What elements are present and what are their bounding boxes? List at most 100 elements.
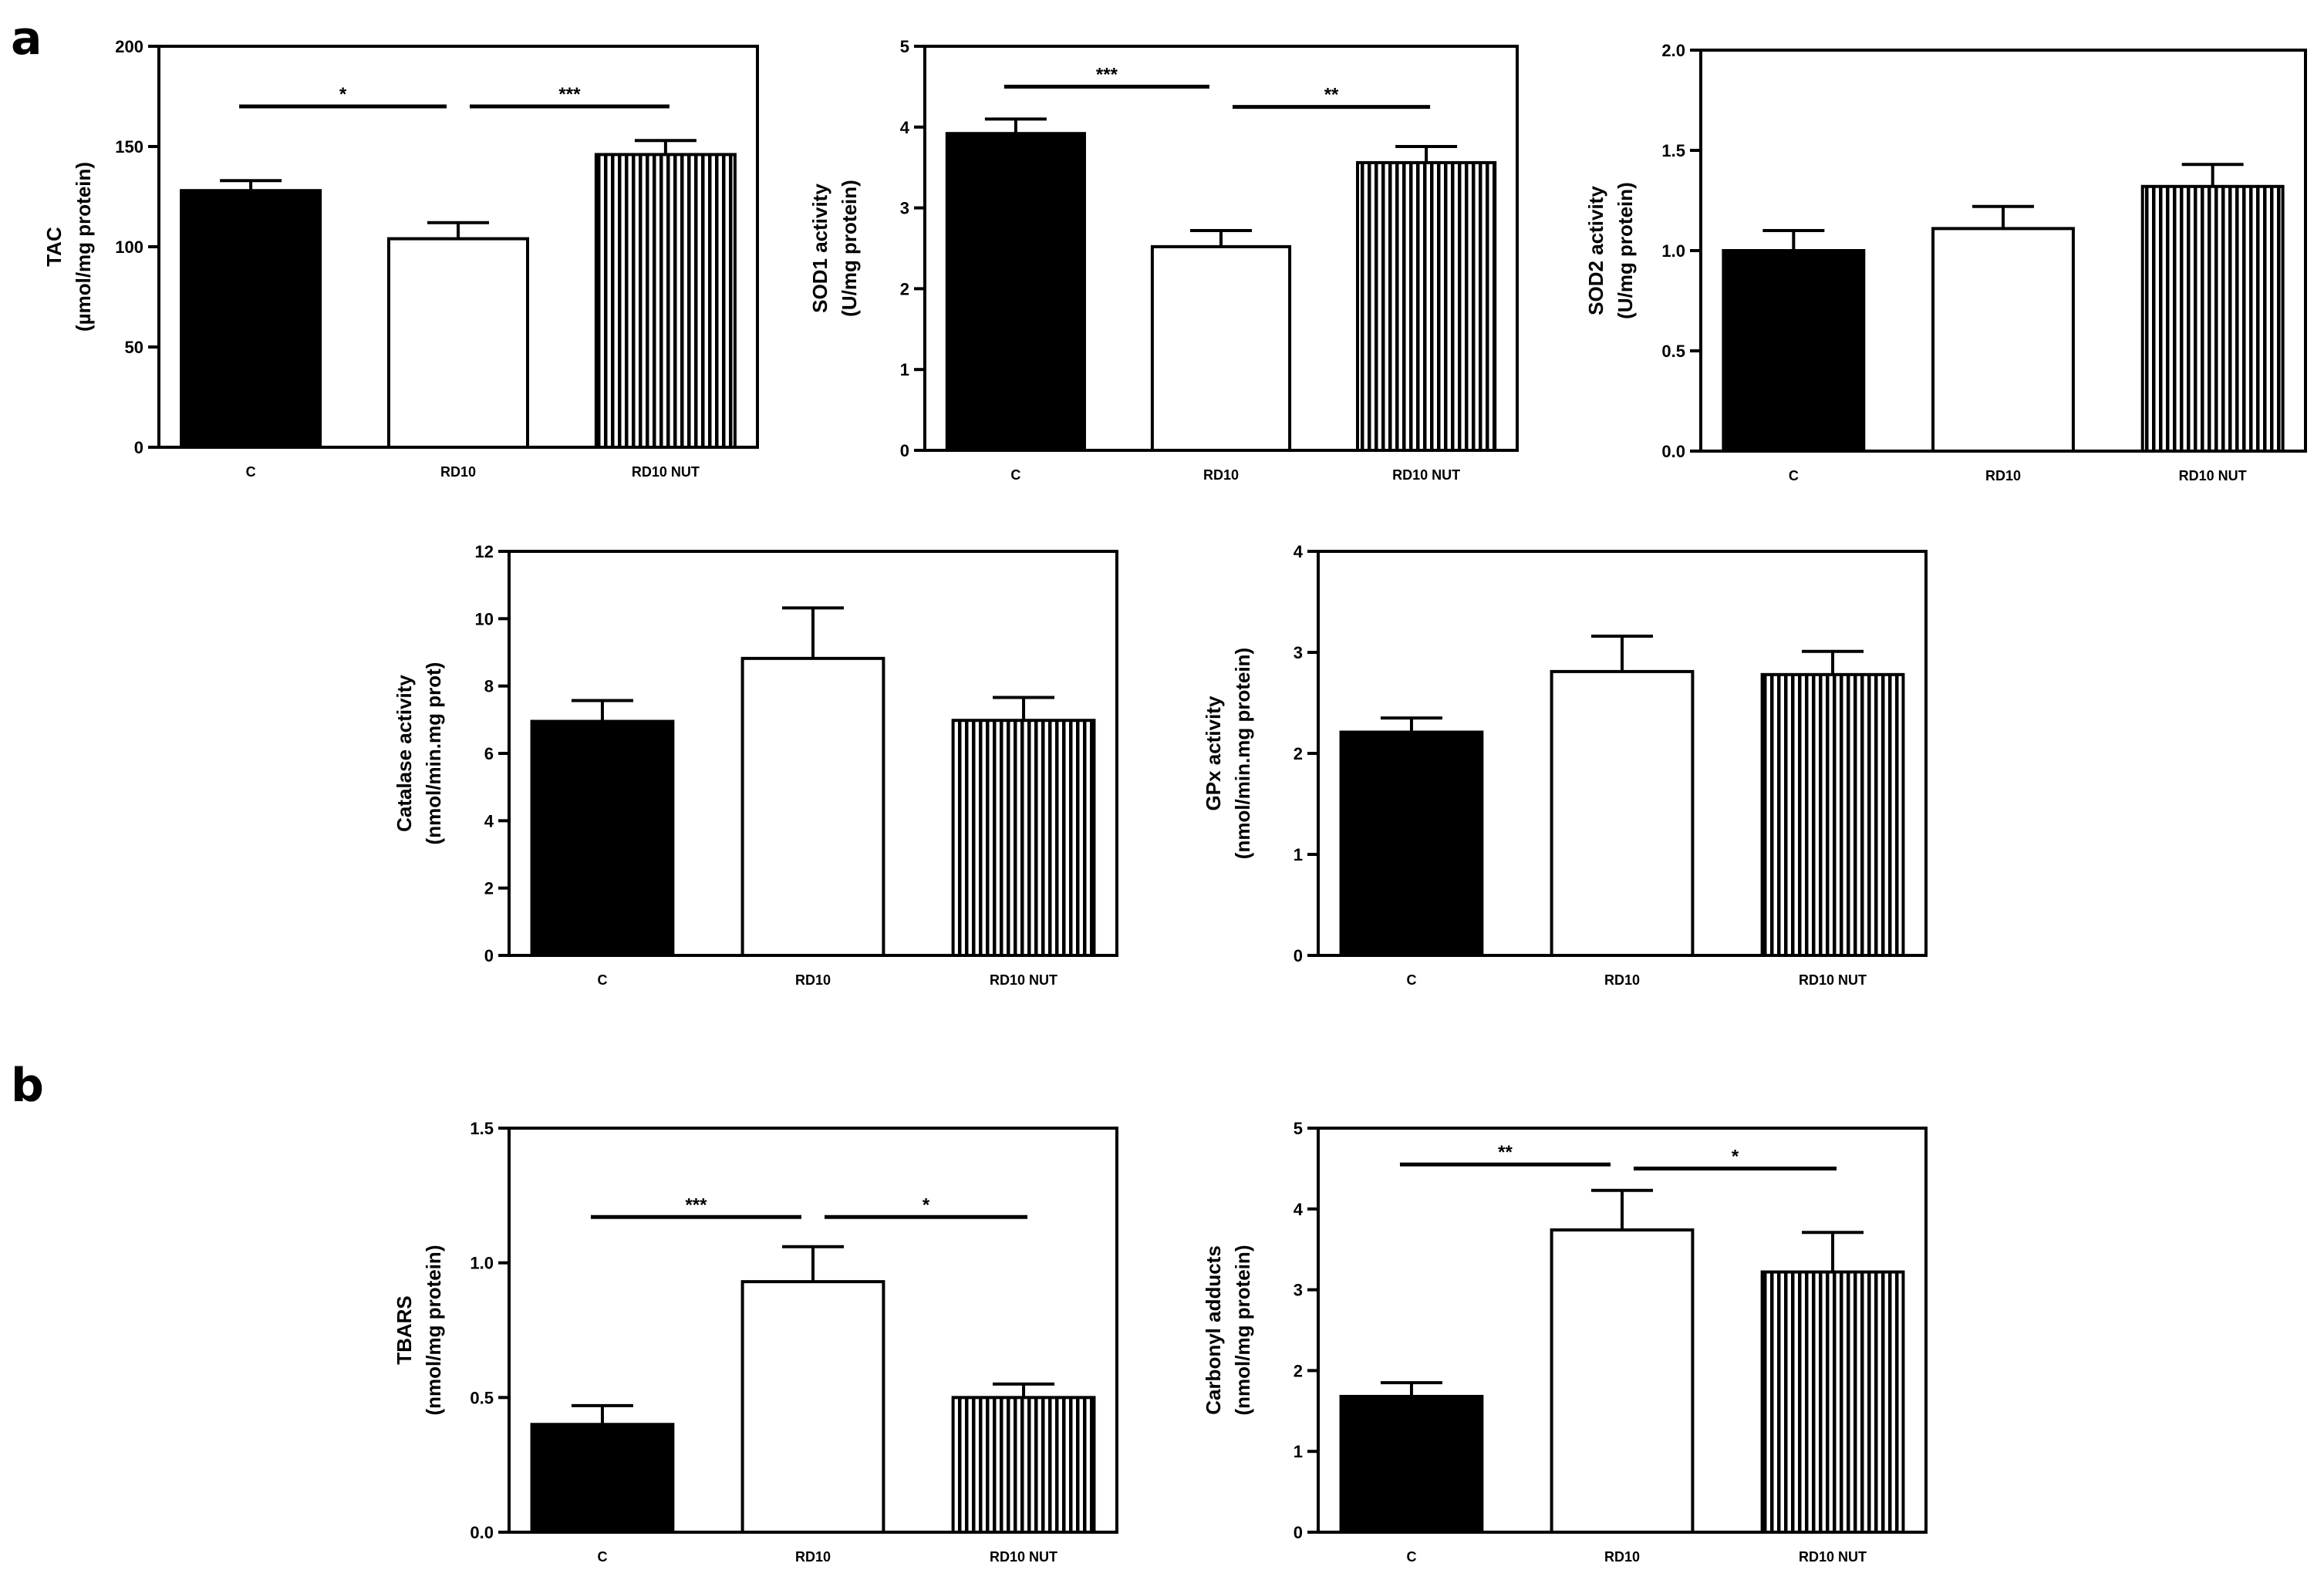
significance-label: * [923, 1194, 930, 1215]
y-axis-label-line: (µmol/mg protein) [72, 162, 95, 332]
y-axis-label: SOD1 activity (U/mg protein) [808, 180, 861, 317]
y-tick-label: 2 [1294, 1361, 1303, 1380]
error-bar-rd10-nut [1802, 649, 1864, 675]
error-bar-c [1762, 229, 1825, 251]
x-tick-label: C [1789, 468, 1799, 483]
bar-c [945, 132, 1086, 453]
y-axis-label-line: (nmol/min.mg prot) [422, 662, 445, 845]
bar-rd10 [1550, 1228, 1695, 1534]
y-axis-label-line: (nmol/min.mg protein) [1231, 648, 1254, 859]
error-bar-rd10-nut [2181, 163, 2244, 187]
chart-1: 0 50 100 150 200 TAC (µmol/mg protein) C RD10 RD1… [42, 37, 759, 480]
x-tick-label: RD10 NUT [1799, 1549, 1867, 1565]
significance-label: * [339, 84, 347, 105]
x-tick-label: RD10 [1203, 467, 1239, 483]
y-tick-label: 0 [900, 441, 909, 460]
bar-rd10-nut [1760, 672, 1905, 957]
y-tick-label: 100 [115, 238, 143, 257]
error-bar-rd10-nut [1802, 1231, 1864, 1272]
error-bar-c [571, 1403, 633, 1425]
bar-rd10-nut [1760, 1270, 1905, 1534]
y-tick-label: 1.5 [1661, 141, 1685, 160]
error-bar-rd10-nut [1395, 144, 1458, 163]
x-tick-label: RD10 NUT [632, 464, 700, 480]
bar-c [530, 719, 675, 957]
x-tick-label: RD10 [1604, 972, 1640, 988]
error-bar-rd10 [1591, 1188, 1653, 1231]
x-tick-label: RD10 NUT [990, 972, 1057, 988]
y-axis-label: Catalase activity (nmol/min.mg prot) [393, 662, 445, 845]
y-tick-label: 10 [475, 609, 494, 628]
x-tick-label: RD10 NUT [1799, 972, 1867, 988]
error-bar-c [1380, 1381, 1442, 1396]
error-bar-rd10 [1972, 204, 2034, 229]
significance-label: *** [685, 1194, 707, 1215]
y-axis-label-line: TBARS [393, 1295, 416, 1365]
y-tick-label: 2 [1294, 744, 1303, 763]
bar-rd10 [1150, 244, 1292, 452]
error-bar-c [1380, 716, 1442, 733]
error-bar-rd10-nut [993, 696, 1055, 721]
bar-c [1339, 1394, 1484, 1535]
bar-rd10 [386, 237, 530, 449]
y-tick-label: 2.0 [1661, 41, 1685, 60]
y-axis-label: TAC (µmol/mg protein) [42, 162, 95, 332]
y-axis-label: SOD2 activity (U/mg protein) [1584, 182, 1637, 319]
chart-4: 0 2 4 6 8 10 12 Catalase activity (nmol/min.mg p… [393, 542, 1118, 988]
significance-marker: ** [1233, 85, 1431, 109]
y-tick-label: 200 [115, 37, 143, 56]
y-axis-label: TBARS (nmol/mg protein) [393, 1245, 445, 1416]
bar-rd10 [740, 656, 885, 957]
x-tick-label: RD10 [795, 972, 831, 988]
y-axis-label-line: (U/mg protein) [838, 180, 861, 317]
bar-c [1339, 730, 1484, 957]
y-axis-label-line: TAC [42, 227, 66, 267]
y-tick-label: 0 [134, 438, 143, 457]
error-bar-rd10 [1591, 635, 1653, 672]
y-tick-label: 3 [1294, 643, 1303, 662]
y-tick-label: 1 [900, 360, 909, 379]
y-tick-label: 1.0 [470, 1254, 494, 1273]
error-bar-rd10 [427, 221, 489, 239]
y-axis-label: GPx activity (nmol/min.mg protein) [1202, 648, 1254, 859]
bar-c [1722, 249, 1866, 453]
chart-2: 0 1 2 3 4 5 SOD1 activity (U/mg protein) C RD10 RD… [808, 37, 1519, 483]
chart-3: 0.0 0.5 1.0 1.5 2.0 SOD2 activity (U/mg protei… [1584, 41, 2307, 483]
y-axis-label-line: (U/mg protein) [1614, 182, 1637, 319]
x-tick-label: RD10 NUT [2179, 468, 2247, 483]
error-bar-c [984, 117, 1047, 134]
y-tick-label: 4 [900, 118, 910, 137]
error-bar-c [571, 699, 633, 722]
y-tick-label: 0.5 [1661, 342, 1685, 361]
y-tick-label: 0 [1294, 1523, 1303, 1542]
error-bar-rd10 [782, 1245, 844, 1282]
y-tick-label: 150 [115, 137, 143, 157]
significance-marker: *** [1003, 64, 1209, 89]
y-tick-label: 5 [1294, 1119, 1303, 1138]
bar-rd10-nut [1356, 160, 1497, 453]
x-tick-label: RD10 NUT [1392, 467, 1460, 483]
error-bar-rd10-nut [634, 139, 697, 155]
y-tick-label: 0.0 [470, 1523, 494, 1542]
bar-rd10-nut [2140, 184, 2285, 453]
bar-rd10-nut [594, 153, 737, 449]
bar-rd10-nut [951, 719, 1096, 957]
significance-marker: *** [590, 1194, 801, 1219]
x-tick-label: RD10 NUT [990, 1549, 1057, 1565]
y-tick-label: 3 [900, 199, 909, 218]
chart-6: 0.0 0.5 1.0 1.5 TBARS (nmol/mg protein) C RD10 R… [393, 1119, 1118, 1565]
y-axis-label: Carbonyl adducts (nmol/mg protein) [1202, 1245, 1254, 1416]
y-axis-label-line: SOD1 activity [808, 184, 831, 313]
y-tick-label: 4 [484, 811, 494, 830]
bar-rd10 [1550, 669, 1695, 957]
y-tick-label: 0 [484, 946, 494, 965]
x-tick-label: C [597, 972, 607, 988]
y-axis-label-line: GPx activity [1202, 696, 1225, 810]
y-tick-label: 6 [484, 744, 494, 763]
bar-rd10-nut [951, 1396, 1096, 1535]
y-axis-label-line: Catalase activity [393, 675, 416, 832]
x-tick-label: C [597, 1549, 607, 1565]
y-tick-label: 8 [484, 677, 494, 696]
